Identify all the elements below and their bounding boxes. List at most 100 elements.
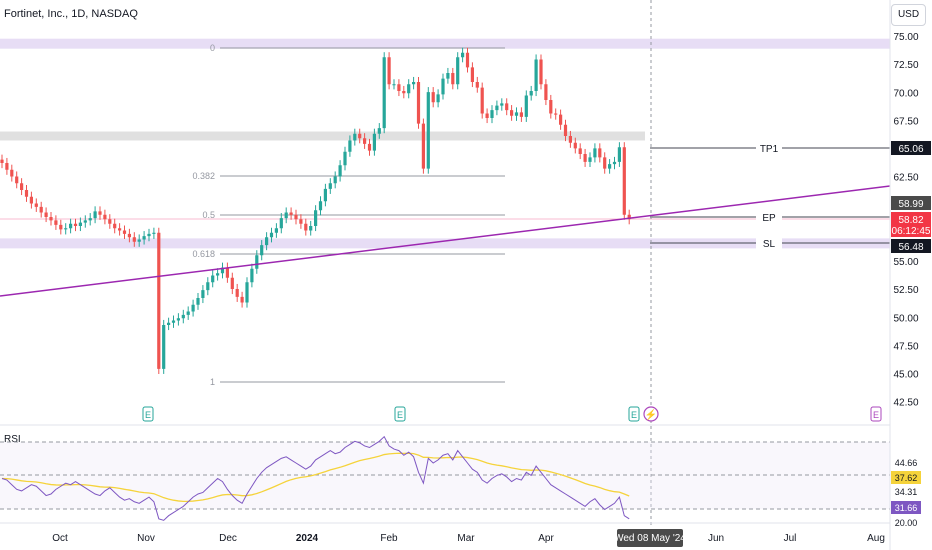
candle-body	[73, 223, 78, 226]
candle-body	[142, 236, 146, 240]
candle-body	[196, 298, 200, 305]
time-tick: Jun	[708, 533, 724, 544]
candle-body	[186, 311, 190, 315]
candle-body	[392, 84, 396, 86]
price-tick: 62.50	[893, 173, 918, 184]
time-tick: Oct	[52, 533, 68, 544]
candle-body	[387, 57, 391, 85]
candle-body	[333, 176, 337, 184]
time-tick: Apr	[538, 533, 554, 544]
symbol-title: Fortinet, Inc., 1D, NASDAQ	[4, 8, 138, 20]
candle-body	[480, 87, 484, 114]
support-zone	[0, 238, 890, 249]
candle-body	[612, 161, 617, 165]
candle-body	[269, 232, 274, 238]
high-price-label-bg	[891, 196, 931, 210]
candle-body	[83, 220, 87, 223]
candle-body	[132, 237, 136, 242]
last-price-label-bg	[891, 212, 931, 226]
tp1-price-label: 65.06	[898, 144, 923, 155]
rsi-value-bg	[891, 501, 921, 514]
candle-body	[416, 82, 421, 124]
candle-body	[64, 228, 68, 230]
price-tick: 75.00	[893, 32, 918, 43]
candle-body	[510, 110, 514, 116]
earnings-marker-box	[628, 406, 640, 422]
candle-body	[505, 103, 509, 111]
candle-body	[363, 138, 367, 144]
candle-body	[49, 217, 53, 221]
candle-body	[206, 282, 210, 291]
fibonacci-layer: 0 0.382 0.5 0.618 1	[0, 43, 890, 387]
resistance-zone	[0, 38, 890, 49]
ep-label: EP	[762, 213, 776, 224]
candle-body	[578, 148, 582, 154]
candle-body	[338, 165, 342, 177]
candle-body	[583, 154, 587, 162]
candle-body	[358, 133, 362, 139]
rsi-tick: 44.66	[895, 458, 918, 468]
candle-body	[265, 237, 269, 246]
candle-body	[147, 233, 151, 237]
tp1-label: TP1	[760, 144, 779, 155]
candle-body	[24, 190, 29, 197]
price-tick: 47.50	[893, 341, 918, 352]
candle-body	[534, 59, 538, 91]
rsi-indicator-label[interactable]: RSI	[4, 434, 21, 445]
rsi-ma-value-bg	[891, 471, 921, 484]
candle-body	[314, 210, 318, 226]
fib-level-label: 1	[210, 377, 215, 387]
candle-body	[171, 320, 176, 323]
price-tick: 42.50	[893, 398, 918, 409]
currency-button[interactable]: USD	[891, 4, 926, 26]
candle-body	[284, 212, 288, 219]
candle-body	[118, 228, 122, 231]
candle-body	[103, 214, 107, 220]
earnings-marker-box	[394, 406, 406, 422]
candle-body	[436, 94, 440, 103]
candle-body	[412, 82, 416, 85]
candle-body	[10, 169, 14, 177]
candle-body	[176, 318, 180, 321]
lightning-icon: ⚡	[645, 408, 657, 421]
candle-body	[299, 219, 303, 224]
candle-body	[603, 157, 607, 169]
candle-body	[475, 82, 479, 88]
high-price-label: 58.99	[898, 199, 923, 210]
candle-body	[225, 267, 229, 278]
candle-body	[559, 114, 563, 125]
candle-body	[441, 78, 445, 95]
candle-body	[39, 206, 43, 213]
candle-body	[323, 188, 327, 202]
candle-body	[220, 267, 225, 274]
candle-body	[279, 218, 283, 229]
time-tick: Dec	[219, 533, 237, 544]
fib-level-label: 0.5	[202, 210, 215, 220]
candle-body	[627, 214, 631, 220]
candle-body	[519, 112, 523, 117]
candle-body	[490, 110, 494, 118]
candle-body	[495, 105, 499, 111]
candle-body	[598, 148, 602, 158]
candle-body	[593, 148, 597, 158]
rsi-tick: 34.31	[895, 487, 918, 497]
candle-body	[162, 325, 166, 369]
candle-body	[240, 296, 244, 303]
candle-body	[465, 52, 470, 68]
fib-level-label: 0	[210, 43, 215, 53]
sl-price-label-bg	[891, 239, 931, 253]
candle-body	[98, 211, 102, 215]
sl-label: SL	[763, 239, 776, 250]
candle-body	[289, 212, 293, 215]
candle-body	[382, 57, 386, 129]
candle-body	[250, 268, 254, 283]
time-tick: Nov	[137, 533, 155, 544]
candle-body	[573, 142, 577, 149]
candle-body	[617, 147, 621, 162]
candle-body	[377, 128, 381, 134]
candle-body	[137, 239, 141, 242]
candle-body	[353, 133, 357, 141]
time-tick: 2024	[296, 533, 319, 544]
candle-body	[426, 92, 430, 169]
